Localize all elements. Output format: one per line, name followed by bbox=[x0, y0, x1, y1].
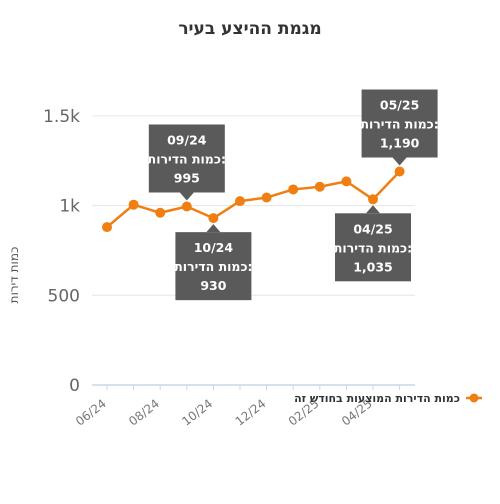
data-point[interactable] bbox=[288, 184, 299, 195]
callout-text: כמות הדירות: bbox=[148, 151, 226, 166]
callout-pointer bbox=[366, 205, 380, 214]
x-tick-label: 12/24 bbox=[233, 396, 269, 428]
data-point[interactable] bbox=[208, 213, 219, 224]
series-layer bbox=[102, 166, 405, 233]
callout-text: 04/25 bbox=[353, 221, 392, 236]
grid-lines bbox=[92, 115, 415, 296]
callout-text: 995 bbox=[174, 170, 200, 185]
chart-title: מגמת ההיצע בעיר bbox=[178, 19, 321, 39]
data-point[interactable] bbox=[235, 196, 245, 207]
callout-text: כמות הדירות: bbox=[174, 259, 252, 274]
callout-text: 10/24 bbox=[194, 240, 234, 255]
callout-text: 1,035 bbox=[353, 259, 393, 274]
legend[interactable]: כמות הדירות המוצעות בחודש זה bbox=[294, 392, 482, 405]
data-point[interactable] bbox=[341, 176, 352, 187]
callout: 09/24 כמות הדירות: 995 bbox=[148, 124, 226, 201]
data-point[interactable] bbox=[181, 201, 192, 212]
callout-text: 930 bbox=[200, 278, 226, 293]
callout: 05/25 כמות הדירות: 1,190 bbox=[360, 89, 439, 166]
callout-pointer bbox=[206, 224, 221, 233]
callout-text: כמות הדירות: bbox=[360, 117, 438, 132]
y-tick-label: 1k bbox=[59, 197, 80, 217]
legend-label: כמות הדירות המוצעות בחודש זה bbox=[294, 392, 460, 405]
y-tick-label: 0 bbox=[69, 376, 80, 396]
y-axis-ticks: 0 500 1k 1.5k bbox=[43, 107, 80, 396]
data-point[interactable] bbox=[394, 166, 405, 177]
callout-text: 05/25 bbox=[380, 98, 419, 113]
data-point[interactable] bbox=[128, 199, 139, 210]
data-point[interactable] bbox=[314, 181, 325, 192]
x-tick-label: 10/24 bbox=[179, 396, 215, 428]
y-axis-label: כמות דירות bbox=[7, 247, 21, 304]
x-tick-label: 08/24 bbox=[126, 396, 162, 428]
data-point[interactable] bbox=[155, 207, 166, 218]
y-tick-label: 1.5k bbox=[43, 107, 80, 127]
callout-box bbox=[175, 232, 252, 301]
callout-pointer bbox=[179, 192, 194, 201]
callout-box bbox=[148, 124, 225, 193]
legend-swatch-marker bbox=[469, 393, 479, 403]
callout-box bbox=[361, 89, 438, 158]
callout-text: 1,190 bbox=[380, 136, 420, 151]
data-point[interactable] bbox=[368, 194, 378, 205]
y-tick-label: 500 bbox=[48, 286, 80, 306]
callout-text: 09/24 bbox=[167, 132, 207, 147]
data-point[interactable] bbox=[261, 192, 272, 203]
callout: 04/25 כמות הדירות: 1,035 bbox=[334, 205, 412, 282]
callout-box bbox=[335, 213, 411, 282]
data-point[interactable] bbox=[102, 222, 112, 233]
callout-pointer bbox=[392, 157, 407, 166]
callout-text: כמות הדירות: bbox=[334, 240, 412, 255]
x-tick-label: 06/24 bbox=[73, 396, 109, 428]
callout: 10/24 כמות הדירות: 930 bbox=[174, 224, 253, 301]
callouts: 09/24 כמות הדירות: 995 10/24 כמות הדירות: 930… bbox=[148, 89, 439, 301]
